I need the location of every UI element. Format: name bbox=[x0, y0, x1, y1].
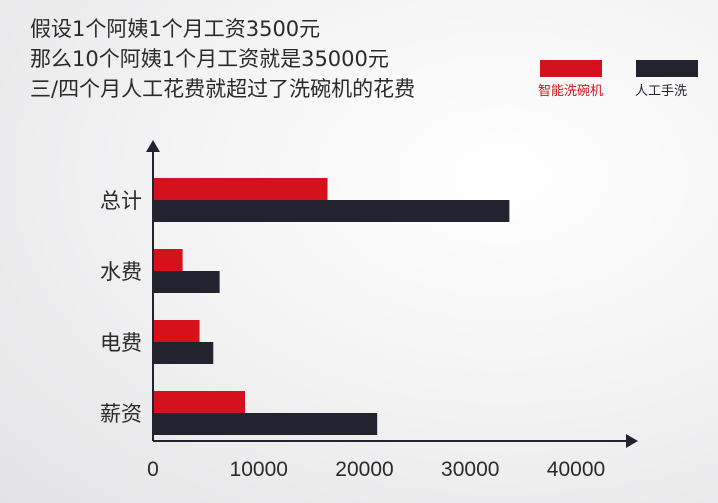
x-axis-arrow-icon bbox=[626, 434, 638, 448]
bar-dishwasher-2 bbox=[153, 320, 200, 342]
legend-swatch-1 bbox=[540, 60, 602, 77]
legend-label-2: 人工手洗 bbox=[635, 84, 688, 99]
x-tick-label: 0 bbox=[147, 458, 159, 481]
headline-line-2: 那么10个阿姨1个月工资就是35000元 bbox=[30, 47, 389, 71]
x-tick-label: 40000 bbox=[547, 458, 605, 481]
chart-legend: 智能洗碗机 人工手洗 bbox=[538, 60, 710, 100]
y-axis-arrow-icon bbox=[146, 140, 160, 152]
headline-line-3: 三/四个月人工花费就超过了洗碗机的花费 bbox=[30, 77, 416, 101]
bar-manual-2 bbox=[153, 342, 214, 364]
category-label: 薪资 bbox=[100, 402, 142, 426]
bar-dishwasher-0 bbox=[153, 178, 328, 200]
legend-label-1: 智能洗碗机 bbox=[538, 84, 604, 99]
bar-manual-0 bbox=[153, 200, 510, 222]
bar-dishwasher-1 bbox=[153, 249, 183, 271]
bar-manual-1 bbox=[153, 271, 220, 293]
category-label: 总计 bbox=[100, 189, 142, 213]
headline-line-1: 假设1个阿姨1个月工资3500元 bbox=[30, 17, 321, 41]
category-label: 水费 bbox=[100, 260, 142, 284]
bar-manual-3 bbox=[153, 413, 378, 435]
category-label: 电费 bbox=[100, 331, 142, 355]
x-tick-label: 10000 bbox=[230, 458, 288, 481]
chart-headline: 假设1个阿姨1个月工资3500元 那么10个阿姨1个月工资就是35000元 三/… bbox=[30, 14, 415, 104]
legend-swatch-2 bbox=[636, 60, 698, 77]
bar-dishwasher-3 bbox=[153, 391, 246, 413]
x-tick-label: 20000 bbox=[335, 458, 393, 481]
x-tick-label: 30000 bbox=[441, 458, 499, 481]
